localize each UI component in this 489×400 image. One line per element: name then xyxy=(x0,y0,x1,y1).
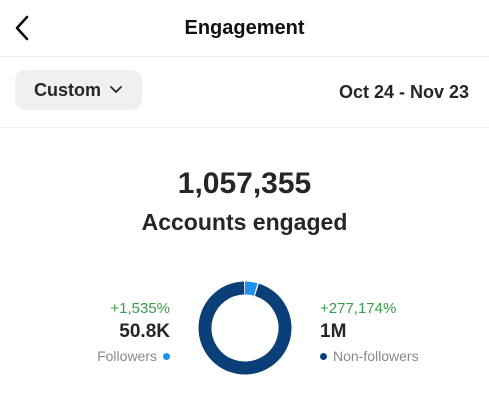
followers-stat: +1,535% 50.8K Followers xyxy=(97,300,170,366)
followers-change: +1,535% xyxy=(110,300,170,317)
non-followers-legend-label: Non-followers xyxy=(333,348,419,364)
donut-segment-followers xyxy=(198,281,292,375)
non-followers-value: 1M xyxy=(320,321,347,342)
date-range-text: Oct 24 - Nov 23 xyxy=(338,82,469,102)
donut-segment-non-followers xyxy=(198,281,292,375)
page-title: Engagement xyxy=(184,17,305,39)
non-followers-stat: +277,174% 1M Non-followers xyxy=(320,300,419,366)
non-followers-change: +277,174% xyxy=(320,300,397,317)
accounts-engaged-label: Accounts engaged xyxy=(141,209,348,235)
followers-legend: Followers xyxy=(97,346,170,366)
chevron-left-icon xyxy=(15,15,29,41)
followers-legend-label: Followers xyxy=(97,348,157,364)
back-button[interactable] xyxy=(8,12,36,44)
non-followers-legend-dot xyxy=(320,352,327,360)
followers-value: 50.8K xyxy=(119,321,170,342)
engagement-donut-chart xyxy=(198,281,292,375)
date-range-dropdown-label: Custom xyxy=(34,79,101,100)
filter-row: Custom Oct 24 - Nov 23 xyxy=(0,57,489,128)
top-bar: Engagement xyxy=(0,0,489,57)
date-range-dropdown[interactable]: Custom xyxy=(15,70,142,110)
accounts-engaged-total: 1,057,355 xyxy=(177,167,312,200)
followers-legend-dot xyxy=(163,352,170,360)
non-followers-legend: Non-followers xyxy=(320,346,419,366)
chevron-down-icon xyxy=(110,86,122,93)
